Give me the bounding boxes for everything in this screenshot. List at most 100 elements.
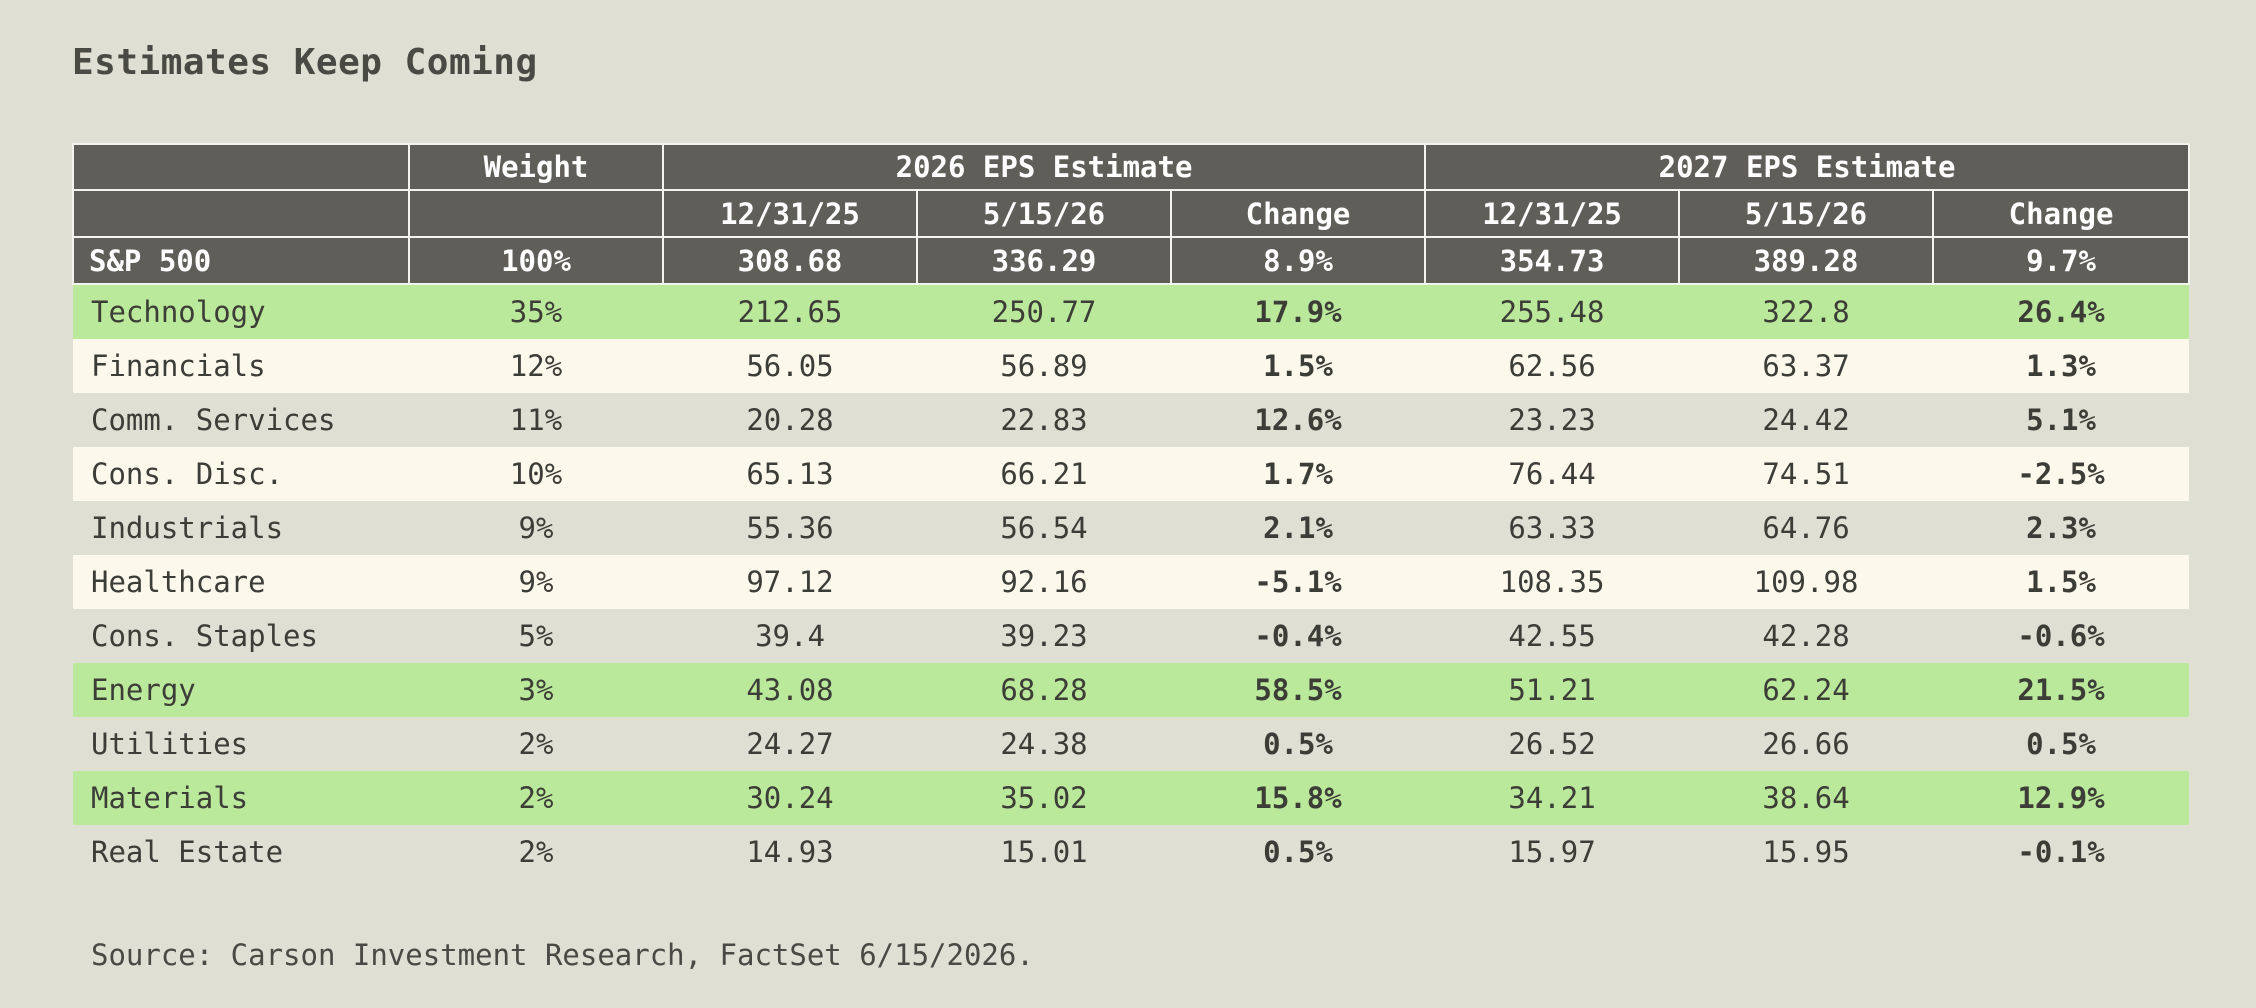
sector-name: Utilities bbox=[73, 717, 409, 771]
eps-2027-start-cell: 255.48 bbox=[1425, 284, 1680, 339]
eps-2026-end-cell: 336.29 bbox=[916, 236, 1172, 285]
sector-name: Cons. Disc. bbox=[73, 447, 409, 501]
weight-cell: 10% bbox=[409, 447, 663, 501]
sector-row: Technology 35% 212.65 250.77 17.9% 255.48 322.… bbox=[73, 284, 2190, 339]
sector-name: Materials bbox=[73, 771, 409, 825]
eps-2026-end-cell: 92.16 bbox=[917, 555, 1171, 609]
weight-cell: 35% bbox=[409, 284, 663, 339]
header-row-dates: 12/31/25 5/15/26 Change 12/31/25 5/15/26… bbox=[72, 189, 2191, 238]
sector-name: Cons. Staples bbox=[73, 609, 409, 663]
sector-row: Cons. Staples 5% 39.4 39.23 -0.4% 42.55 42.28-… bbox=[73, 609, 2190, 663]
change-2026-cell: 2.1% bbox=[1171, 501, 1426, 555]
header-corner-cell bbox=[72, 189, 410, 238]
eps-2027-end-cell: 389.28 bbox=[1678, 236, 1935, 285]
eps-2026-start-cell: 24.27 bbox=[663, 717, 917, 771]
eps-2027-start-cell: 15.97 bbox=[1425, 825, 1680, 879]
sector-row: Financials 12% 56.05 56.89 1.5% 62.56 63.37 1.3… bbox=[73, 339, 2190, 393]
change-2026-cell: -5.1% bbox=[1171, 555, 1426, 609]
change-2026-cell: -0.4% bbox=[1171, 609, 1426, 663]
source-note: Source: Carson Investment Research, Fact… bbox=[91, 938, 1034, 972]
sector-name: Financials bbox=[73, 339, 409, 393]
header-2027-change: Change bbox=[1932, 189, 2191, 238]
eps-2026-end-cell: 56.89 bbox=[917, 339, 1171, 393]
header-row-groups: Weight 2026 EPS Estimate 2027 EPS Estima… bbox=[72, 143, 2191, 191]
header-corner-cell bbox=[72, 143, 410, 191]
eps-2026-end-cell: 66.21 bbox=[917, 447, 1171, 501]
sector-row: Healthcare 9% 97.12 92.16 -5.1% 108.35 109.98 1… bbox=[73, 555, 2190, 609]
eps-estimate-table: Weight 2026 EPS Estimate 2027 EPS Estima… bbox=[72, 143, 2191, 879]
eps-2026-start-cell: 20.28 bbox=[663, 393, 917, 447]
eps-2026-start-cell: 212.65 bbox=[663, 284, 917, 339]
eps-2027-start-cell: 62.56 bbox=[1425, 339, 1680, 393]
eps-2027-end-cell: 63.37 bbox=[1679, 339, 1934, 393]
eps-2027-end-cell: 322.8 bbox=[1679, 284, 1934, 339]
change-2027-cell: 1.5% bbox=[1933, 555, 2190, 609]
sector-row: Comm. Services 11% 20.28 22.83 12.6% 23.23 24.… bbox=[73, 393, 2190, 447]
eps-2027-end-cell: 109.98 bbox=[1679, 555, 1934, 609]
eps-2027-start-cell: 23.23 bbox=[1425, 393, 1680, 447]
eps-2027-end-cell: 24.42 bbox=[1679, 393, 1934, 447]
change-2026-cell: 0.5% bbox=[1171, 825, 1426, 879]
change-2027-cell: -0.6% bbox=[1933, 609, 2190, 663]
eps-2027-end-cell: 15.95 bbox=[1679, 825, 1934, 879]
sector-row: Real Estate 2% 14.93 15.01 0.5% 15.97 15.95 -0.… bbox=[73, 825, 2190, 879]
header-2026-eps-estimate: 2026 EPS Estimate bbox=[661, 143, 1427, 191]
eps-2026-end-cell: 15.01 bbox=[917, 825, 1171, 879]
sector-row: Materials 2% 30.24 35.02 15.8% 34.21 38.64 12.9… bbox=[73, 771, 2190, 825]
sector-name: Healthcare bbox=[73, 555, 409, 609]
change-2027-cell: 0.5% bbox=[1933, 717, 2190, 771]
weight-cell: 2% bbox=[409, 771, 663, 825]
change-2027-cell: -2.5% bbox=[1933, 447, 2190, 501]
change-2027-cell: 1.3% bbox=[1933, 339, 2190, 393]
eps-2027-end-cell: 42.28 bbox=[1679, 609, 1934, 663]
change-2026-cell: 8.9% bbox=[1169, 236, 1427, 285]
sector-name: Technology bbox=[73, 284, 409, 339]
eps-2026-end-cell: 250.77 bbox=[917, 284, 1171, 339]
eps-2026-end-cell: 22.83 bbox=[917, 393, 1171, 447]
eps-2027-start-cell: 34.21 bbox=[1425, 771, 1680, 825]
eps-2026-start-cell: 56.05 bbox=[663, 339, 917, 393]
weight-cell: 3% bbox=[409, 663, 663, 717]
weight-cell: 12% bbox=[409, 339, 663, 393]
change-2026-cell: 15.8% bbox=[1171, 771, 1426, 825]
change-2027-cell: 2.3% bbox=[1933, 501, 2190, 555]
sector-name: S&P 500 bbox=[72, 236, 410, 285]
change-2027-cell: 21.5% bbox=[1933, 663, 2190, 717]
change-2027-cell: 26.4% bbox=[1933, 284, 2190, 339]
eps-2026-end-cell: 35.02 bbox=[917, 771, 1171, 825]
eps-2027-start-cell: 354.73 bbox=[1424, 236, 1681, 285]
eps-2026-start-cell: 14.93 bbox=[663, 825, 917, 879]
sector-row: Energy 3% 43.08 68.28 58.5% 51.21 62.24 21.5% bbox=[73, 663, 2190, 717]
sector-row: Utilities 2% 24.27 24.38 0.5% 26.52 26.66 0.5% bbox=[73, 717, 2190, 771]
change-2026-cell: 1.5% bbox=[1171, 339, 1426, 393]
eps-2027-start-cell: 76.44 bbox=[1425, 447, 1680, 501]
eps-2027-end-cell: 62.24 bbox=[1679, 663, 1934, 717]
eps-2026-start-cell: 43.08 bbox=[663, 663, 917, 717]
eps-2026-end-cell: 68.28 bbox=[917, 663, 1171, 717]
eps-2027-end-cell: 74.51 bbox=[1679, 447, 1934, 501]
sp500-total-row: S&P 500 100% 308.68 336.29 8.9% 354.73 3… bbox=[72, 236, 2191, 285]
eps-2027-end-cell: 64.76 bbox=[1679, 501, 1934, 555]
eps-2027-start-cell: 26.52 bbox=[1425, 717, 1680, 771]
change-2026-cell: 17.9% bbox=[1171, 284, 1426, 339]
header-weight-blank bbox=[408, 189, 664, 238]
eps-2026-start-cell: 39.4 bbox=[663, 609, 917, 663]
eps-2027-start-cell: 63.33 bbox=[1425, 501, 1680, 555]
change-2026-cell: 0.5% bbox=[1171, 717, 1426, 771]
change-2027-cell: 12.9% bbox=[1933, 771, 2190, 825]
eps-2027-start-cell: 51.21 bbox=[1425, 663, 1680, 717]
sector-name: Industrials bbox=[73, 501, 409, 555]
header-2026-start-date: 12/31/25 bbox=[662, 189, 918, 238]
eps-2026-start-cell: 97.12 bbox=[663, 555, 917, 609]
header-2027-start-date: 12/31/25 bbox=[1424, 189, 1681, 238]
weight-cell: 2% bbox=[409, 825, 663, 879]
sector-row: Industrials 9% 55.36 56.54 2.1% 63.33 64.76 2.3… bbox=[73, 501, 2190, 555]
change-2027-cell: 9.7% bbox=[1932, 236, 2191, 285]
header-2026-change: Change bbox=[1169, 189, 1427, 238]
weight-cell: 5% bbox=[409, 609, 663, 663]
eps-2027-end-cell: 26.66 bbox=[1679, 717, 1934, 771]
weight-cell: 2% bbox=[409, 717, 663, 771]
change-2027-cell: -0.1% bbox=[1933, 825, 2190, 879]
eps-2026-start-cell: 55.36 bbox=[663, 501, 917, 555]
eps-2026-start-cell: 30.24 bbox=[663, 771, 917, 825]
